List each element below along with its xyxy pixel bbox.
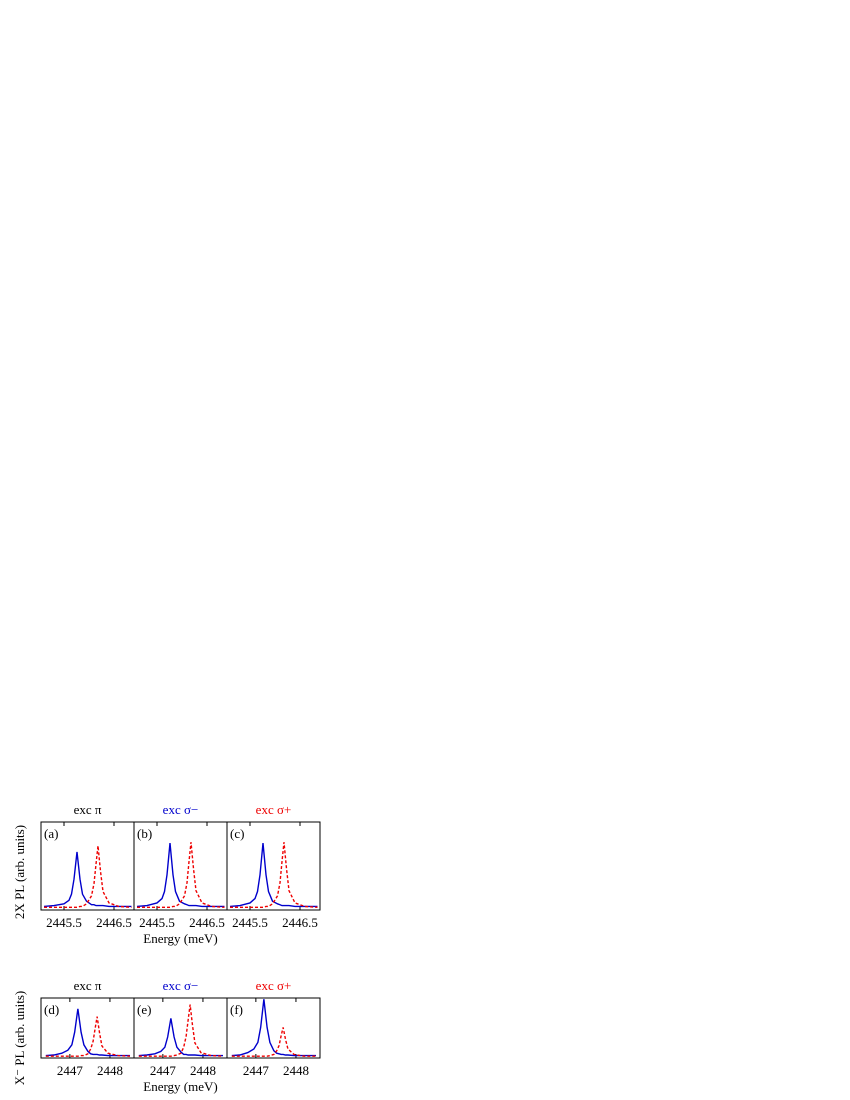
series-line (44, 845, 132, 909)
x-tick-label: 2447 (150, 1063, 177, 1078)
series-line (136, 843, 225, 908)
panel-title: exc σ− (163, 978, 199, 993)
x-tick-label: 2446.5 (189, 915, 225, 930)
panel-label: (c) (230, 826, 244, 841)
series-line (230, 842, 318, 909)
panel-label: (e) (137, 1002, 151, 1017)
x-tick-label: 2445.5 (139, 915, 175, 930)
x-tick-label: 2445.5 (46, 915, 82, 930)
panel-label: (a) (44, 826, 58, 841)
x-axis-label: Energy (meV) (143, 1079, 217, 1094)
panel-title: exc σ+ (256, 978, 292, 993)
x-tick-label: 2445.5 (232, 915, 268, 930)
x-tick-label: 2447 (57, 1063, 84, 1078)
panel-label: (b) (137, 826, 152, 841)
panel-title: exc σ+ (256, 802, 292, 817)
panel-frame (226, 997, 321, 1059)
series-line (45, 1016, 131, 1057)
series-line (231, 999, 316, 1057)
series-line (229, 843, 318, 908)
series-line (231, 1027, 316, 1057)
panel-title: exc σ− (163, 802, 199, 817)
series-line (138, 1004, 224, 1057)
x-axis-label: Energy (meV) (143, 931, 217, 946)
x-tick-label: 2448 (190, 1063, 216, 1078)
panel-frame (226, 821, 321, 911)
x-tick-label: 2446.5 (96, 915, 132, 930)
y-axis-label: 2X PL (arb. units) (12, 825, 27, 919)
x-tick-label: 2447 (243, 1063, 270, 1078)
x-tick-label: 2448 (283, 1063, 309, 1078)
panel-title: exc π (74, 802, 102, 817)
panel-label: (d) (44, 1002, 59, 1017)
x-tick-label: 2446.5 (282, 915, 318, 930)
series-line (138, 1018, 223, 1057)
series-line (43, 851, 132, 908)
series-line (137, 842, 225, 909)
series-line (45, 1008, 130, 1057)
panel-label: (f) (230, 1002, 243, 1017)
x-tick-label: 2448 (97, 1063, 123, 1078)
panel-title: exc π (74, 978, 102, 993)
y-axis-label: X⁻ PL (arb. units) (12, 991, 27, 1085)
